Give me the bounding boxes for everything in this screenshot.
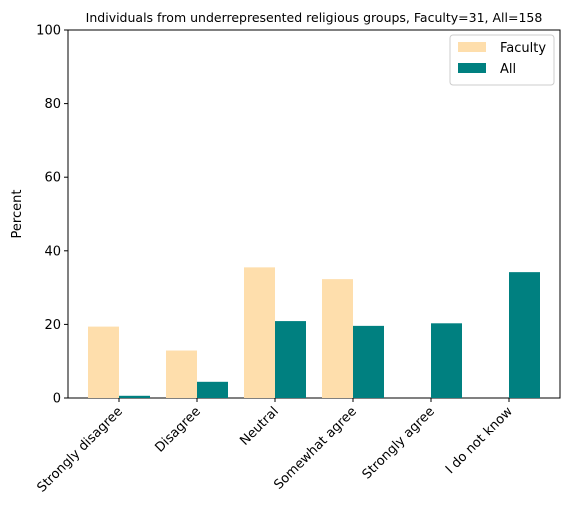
bar-all-i-do-not-know	[509, 272, 540, 398]
bar-all-strongly-agree	[431, 323, 462, 398]
x-tick-label: Somewhat agree	[271, 404, 360, 493]
y-tick-label: 80	[44, 97, 61, 112]
plot-area-frame	[67, 29, 561, 399]
bar-all-disagree	[197, 381, 228, 398]
y-tick-label: 40	[44, 244, 61, 259]
bar-faculty-somewhat-agree	[322, 279, 353, 398]
bar-all-somewhat-agree	[353, 325, 384, 398]
legend-label-all: All	[500, 62, 516, 77]
x-tick-label: Neutral	[237, 404, 282, 449]
legend: Faculty All	[449, 34, 555, 86]
bar-faculty-disagree	[166, 350, 197, 398]
y-axis: 0 20 40 60 80 100	[36, 24, 68, 407]
legend-label-faculty: Faculty	[500, 41, 546, 56]
y-tick-label: 20	[44, 318, 61, 333]
x-tick-label: Strongly agree	[360, 404, 438, 482]
chart-title: Individuals from underrepresented religi…	[86, 10, 543, 25]
y-tick-label: 100	[36, 24, 61, 39]
legend-swatch-faculty	[458, 42, 486, 52]
bar-all-neutral	[275, 321, 306, 398]
legend-swatch-all	[458, 63, 486, 73]
bar-faculty-strongly-disagree	[88, 326, 119, 398]
x-axis: Strongly disagree Disagree NeutralSomewhat…	[34, 398, 516, 496]
bar-faculty-neutral	[244, 267, 275, 398]
bar-all-strongly-disagree	[119, 395, 150, 398]
y-tick-label: 0	[53, 392, 61, 407]
bars-group	[88, 267, 540, 398]
y-tick-label: 60	[44, 171, 61, 186]
x-tick-label: Strongly disagree	[34, 404, 125, 495]
y-axis-label: Percent	[10, 190, 25, 239]
x-tick-label: Disagree	[152, 404, 203, 455]
x-tick-label: I do not know	[443, 404, 516, 477]
